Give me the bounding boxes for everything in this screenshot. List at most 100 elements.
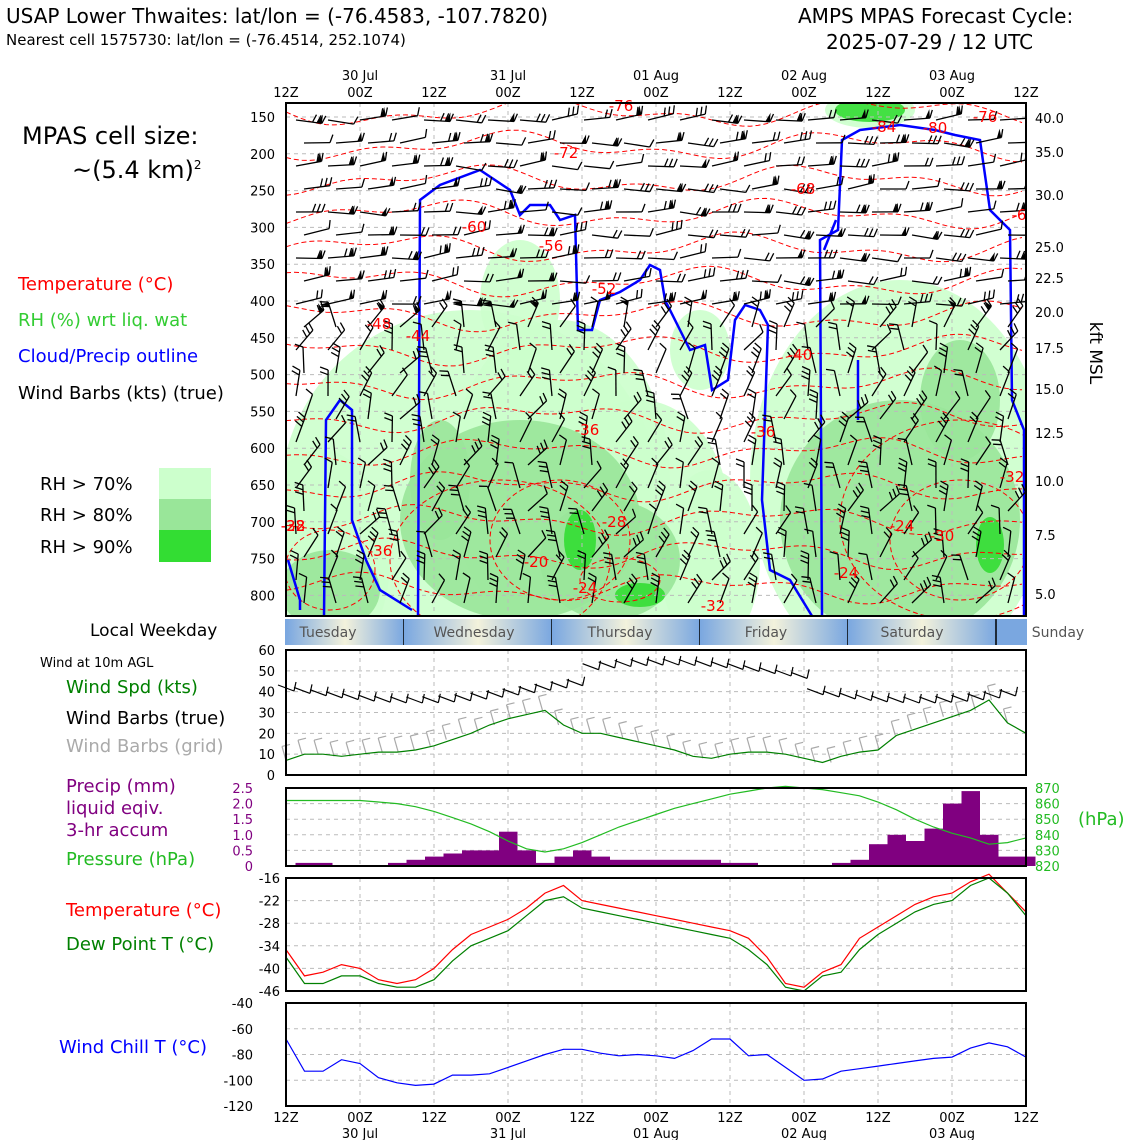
barb-pennant [357, 269, 362, 280]
barb-feather [676, 183, 682, 192]
wind-barb [711, 114, 743, 124]
wind-barb [775, 505, 792, 535]
barb-feather [755, 526, 763, 534]
barb-feather [961, 253, 967, 262]
wind-barb [750, 342, 762, 374]
barb-feather [841, 411, 850, 418]
barb-feather [581, 436, 591, 440]
wind-barb [391, 202, 422, 213]
temperature-contour [286, 265, 1023, 298]
wind-barb [452, 298, 465, 328]
barb-feather [905, 180, 910, 190]
barb-feather [777, 224, 781, 234]
barb-staff [335, 231, 362, 236]
barb-feather [503, 200, 507, 210]
wind-barb [487, 368, 506, 397]
barb-staff [293, 686, 311, 694]
barb-feather [649, 328, 656, 336]
temperature-label: -56 [539, 237, 564, 255]
barb-pennant [452, 301, 462, 306]
wind-barb [801, 365, 811, 397]
kft-tick-label: 25.0 [1035, 241, 1064, 256]
weekday-segment [404, 619, 552, 645]
top-date-label: 01 Aug [633, 69, 679, 84]
wind-barb [335, 132, 365, 144]
barb-feather [880, 366, 887, 375]
wind-barb [423, 243, 451, 259]
legend-cloud: Cloud/Precip outline [18, 346, 199, 367]
true-wind-barb [486, 688, 505, 698]
wind-barb [391, 107, 420, 121]
barb-feather [529, 342, 537, 349]
barb-staff [463, 184, 490, 190]
barb-feather [325, 686, 329, 696]
barb-staff [1007, 141, 1026, 144]
barb-feather [791, 292, 795, 301]
barb-staff [711, 417, 723, 443]
barb-feather [401, 367, 408, 376]
top-date-label: 31 Jul [490, 69, 526, 84]
barb-feather [410, 733, 419, 737]
barb-staff [678, 658, 696, 667]
barb-staff [871, 160, 898, 167]
barb-staff [807, 117, 834, 121]
wind-barb [327, 247, 357, 259]
barb-feather [898, 457, 908, 463]
true-wind-barb [726, 660, 746, 670]
temperature-contour [286, 103, 1023, 127]
wind-barb [655, 527, 670, 558]
barb-feather [617, 230, 623, 239]
temperature-label: -36 [368, 542, 393, 560]
wind-barb [775, 206, 807, 216]
barb-feather [543, 179, 548, 189]
precip-bar [610, 859, 629, 866]
barb-staff [327, 119, 354, 125]
barb-feather [841, 228, 846, 237]
barb-feather [988, 290, 991, 300]
barb-feather [973, 484, 982, 491]
barb-staff [455, 465, 471, 489]
barb-feather [806, 669, 810, 679]
barb-feather [452, 411, 461, 417]
barb-pennant [733, 290, 738, 301]
barb-feather [632, 537, 638, 547]
barb-pennant [509, 198, 514, 209]
wind-barb [999, 293, 1026, 305]
wind-barb [551, 105, 580, 121]
barb-feather [522, 572, 531, 578]
barb-staff [815, 234, 843, 237]
barb-feather [576, 105, 580, 115]
barb-feather [544, 151, 548, 161]
barb-staff [391, 557, 407, 581]
lower-panels: 60504030201002.52.01.51.00.5087086085084… [223, 644, 1059, 1115]
barb-staff [591, 301, 599, 328]
barb-feather [708, 268, 711, 277]
wind-barb [943, 137, 975, 148]
barb-feather [858, 460, 867, 464]
wind-barb [352, 576, 369, 604]
wind-barb [647, 251, 678, 261]
wind-barb [871, 152, 900, 167]
barb-feather [428, 466, 435, 475]
wind-barb [551, 244, 580, 259]
wind-barb [783, 229, 815, 240]
barb-feather [379, 442, 385, 451]
barb-feather [993, 200, 997, 210]
barb-feather [553, 227, 558, 236]
cloud-outline-path [322, 398, 413, 616]
barb-feather [650, 577, 660, 583]
barb-staff [646, 658, 664, 666]
barb-staff [647, 326, 661, 351]
barb-feather [727, 203, 733, 213]
wind-barb [847, 227, 878, 238]
wind-barb [839, 108, 869, 121]
grid-wind-barb [393, 735, 403, 753]
barb-feather [899, 492, 909, 496]
barb-pennant [549, 226, 555, 236]
barb-feather [675, 457, 684, 463]
barb-feather [746, 416, 754, 424]
barb-staff [790, 671, 808, 679]
barb-feather [1007, 572, 1015, 579]
wind-barb [705, 529, 721, 558]
barb-feather [668, 106, 671, 115]
